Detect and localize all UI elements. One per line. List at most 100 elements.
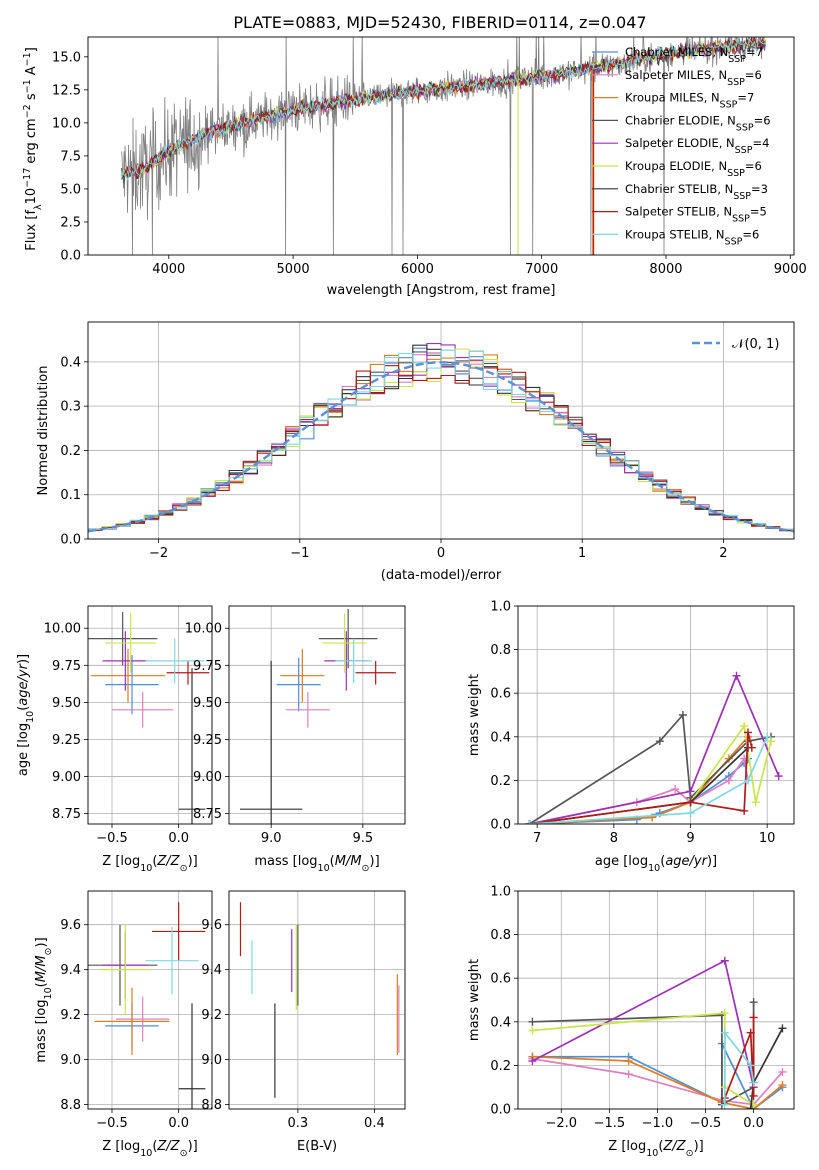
age-vs-metallicity-frame bbox=[87, 605, 213, 825]
y-tick-label: 9.00 bbox=[193, 770, 222, 785]
mass-vs-ebv-plot-area bbox=[239, 902, 400, 1098]
legend-label-part: Chabrier MILES, N bbox=[625, 45, 728, 59]
x-tick-label: −0.5 bbox=[96, 831, 128, 846]
y-tick-label: 9.6 bbox=[201, 918, 222, 933]
y-tick-label: 0.2 bbox=[490, 774, 511, 789]
y-tick-label: 2.5 bbox=[60, 215, 81, 230]
point-marker-salpeter_miles bbox=[724, 776, 733, 785]
point-marker-salpeter_elodie bbox=[528, 1057, 537, 1066]
x-tick-label: 0.3 bbox=[288, 1116, 309, 1131]
legend-label-part: SSP bbox=[720, 99, 738, 110]
y-tick-label: 8.8 bbox=[201, 1098, 222, 1113]
legend-label-part: SSP bbox=[728, 54, 746, 65]
mass-vs-ebv-panel: 0.3 0.4 8.8 9.0 9.2 9.4 9.6 E(B-V) bbox=[201, 890, 406, 1154]
point-marker-kroupa_miles bbox=[648, 813, 657, 822]
x-tick-label: 0.0 bbox=[168, 1116, 189, 1131]
series-line-chabrier_elodie bbox=[532, 1002, 755, 1107]
x-tick-label: −2.0 bbox=[545, 1116, 577, 1131]
x-axis-label-part: 10 bbox=[646, 1148, 658, 1159]
legend-label-part: SSP bbox=[725, 236, 743, 247]
point-marker-salpeter_miles bbox=[778, 1067, 787, 1076]
age-vs-mass-frame bbox=[228, 605, 406, 825]
y-tick-label: 0.4 bbox=[490, 730, 511, 745]
y-tick-label: 0.2 bbox=[60, 444, 81, 459]
y-axis-label-part: age/yr bbox=[16, 662, 31, 705]
point-marker-kroupa_elodie bbox=[528, 1026, 537, 1035]
y-axis-label-part: ( bbox=[16, 706, 31, 711]
mass-weight-vs-metallicity-panel: −2.0 −1.5 −1.0 −0.5 0.0 0.0 0.2 0.4 0.6 0.8 1.0 Z [… bbox=[467, 885, 795, 1159]
x-axis-label-part: Z [log bbox=[102, 1139, 140, 1154]
y-tick-label: 0.0 bbox=[490, 1103, 511, 1118]
y-axis-label-part: −1 bbox=[22, 52, 33, 66]
y-tick-label: 9.25 bbox=[193, 733, 222, 748]
legend-label-part: Kroupa ELODIE, N bbox=[625, 159, 727, 173]
y-axis-label-part: ⊙ bbox=[43, 948, 54, 956]
y-axis-label-part: A bbox=[24, 66, 39, 79]
x-axis-label-part: age [log bbox=[595, 854, 648, 869]
series-line-salpeter_elodie bbox=[529, 673, 780, 824]
legend-label-part: =6 bbox=[745, 159, 762, 173]
x-axis-label-part: ⊙ bbox=[180, 1148, 188, 1159]
y-tick-label: 10.0 bbox=[52, 116, 81, 131]
y-tick-label: 9.00 bbox=[52, 770, 81, 785]
point-marker-salpeter_stelib bbox=[749, 1013, 758, 1022]
y-axis-label: Flux [fλ10−17 erg cm−2 s−1 A−1] bbox=[22, 47, 44, 251]
point-marker-salpeter_stelib bbox=[686, 798, 695, 807]
x-axis-label-part: 10 bbox=[648, 863, 660, 874]
legend-label-part: Chabrier ELODIE, N bbox=[625, 113, 736, 127]
x-axis-label-part: )] bbox=[188, 1139, 198, 1154]
y-tick-label: 0.6 bbox=[490, 972, 511, 987]
x-tick-label: 1 bbox=[578, 546, 586, 561]
age-vs-metallicity-plot-area bbox=[88, 611, 210, 824]
spectrum-plot-area bbox=[121, 37, 766, 255]
point-marker-salpeter_stelib bbox=[746, 1028, 755, 1037]
y-tick-label: 8.8 bbox=[60, 1098, 81, 1113]
point-marker-kroupa_stelib bbox=[525, 820, 534, 824]
y-axis-label-part: 10 bbox=[25, 711, 36, 723]
x-axis-label-part: ( bbox=[658, 1139, 663, 1154]
x-axis-label-part: )] bbox=[694, 1139, 704, 1154]
x-axis-label-part: age/yr bbox=[665, 854, 708, 869]
point-marker-chabrier_elodie bbox=[678, 711, 687, 719]
mass-vs-ebv-frame bbox=[228, 890, 406, 1110]
mass-vs-metallicity-plot-area bbox=[88, 902, 206, 1109]
x-axis-label: E(B-V) bbox=[297, 1139, 337, 1154]
y-tick-label: 0.4 bbox=[60, 355, 81, 370]
y-tick-label: 12.5 bbox=[52, 83, 81, 98]
legend-label: Kroupa ELODIE, NSSP=6 bbox=[625, 159, 762, 179]
y-axis-label-part: )] bbox=[16, 654, 31, 664]
point-marker-kroupa_stelib bbox=[746, 1061, 755, 1070]
x-tick-label: 2 bbox=[719, 546, 727, 561]
y-axis-label: mass weight bbox=[467, 959, 482, 1041]
series-line-kroupa_stelib bbox=[529, 736, 768, 824]
legend-label-part: SSP bbox=[727, 168, 745, 179]
figure-title: PLATE=0883, MJD=52430, FIBERID=0114, z=0… bbox=[233, 13, 646, 32]
legend-label-part: Salpeter MILES, N bbox=[625, 68, 727, 82]
mass-vs-metallicity-frame bbox=[87, 890, 213, 1110]
x-tick-label: 4000 bbox=[152, 262, 185, 277]
legend-label-part: =7 bbox=[737, 91, 754, 105]
legend-label-part: SSP bbox=[732, 213, 750, 224]
y-tick-label: 0.0 bbox=[60, 249, 81, 264]
point-marker-chabrier_elodie bbox=[749, 998, 758, 1007]
y-axis-label-part: ( bbox=[34, 982, 49, 987]
y-tick-label: 0.8 bbox=[490, 928, 511, 943]
y-tick-label: 9.25 bbox=[52, 733, 81, 748]
legend-label-part: =7 bbox=[746, 45, 763, 59]
x-tick-label: −2 bbox=[149, 546, 168, 561]
x-axis-label-part: Z/Z bbox=[156, 1139, 180, 1154]
y-axis-label-part: λ bbox=[33, 204, 44, 210]
point-marker-salpeter_stelib bbox=[744, 728, 752, 737]
y-tick-label: 9.0 bbox=[60, 1053, 81, 1068]
legend-label-part: =3 bbox=[751, 182, 768, 196]
y-axis-label-part: s bbox=[24, 93, 39, 104]
x-axis-label: age [log10(age/yr)] bbox=[595, 854, 717, 874]
x-axis-label-part: ⊙ bbox=[362, 863, 370, 874]
y-tick-label: 9.2 bbox=[60, 1008, 81, 1023]
series-line-salpeter_stelib bbox=[529, 732, 753, 824]
point-marker-salpeter_stelib bbox=[740, 806, 749, 815]
legend-label-part: =6 bbox=[742, 227, 759, 241]
x-tick-label: 10 bbox=[759, 831, 776, 846]
x-axis-label-part: M/M bbox=[335, 854, 362, 869]
